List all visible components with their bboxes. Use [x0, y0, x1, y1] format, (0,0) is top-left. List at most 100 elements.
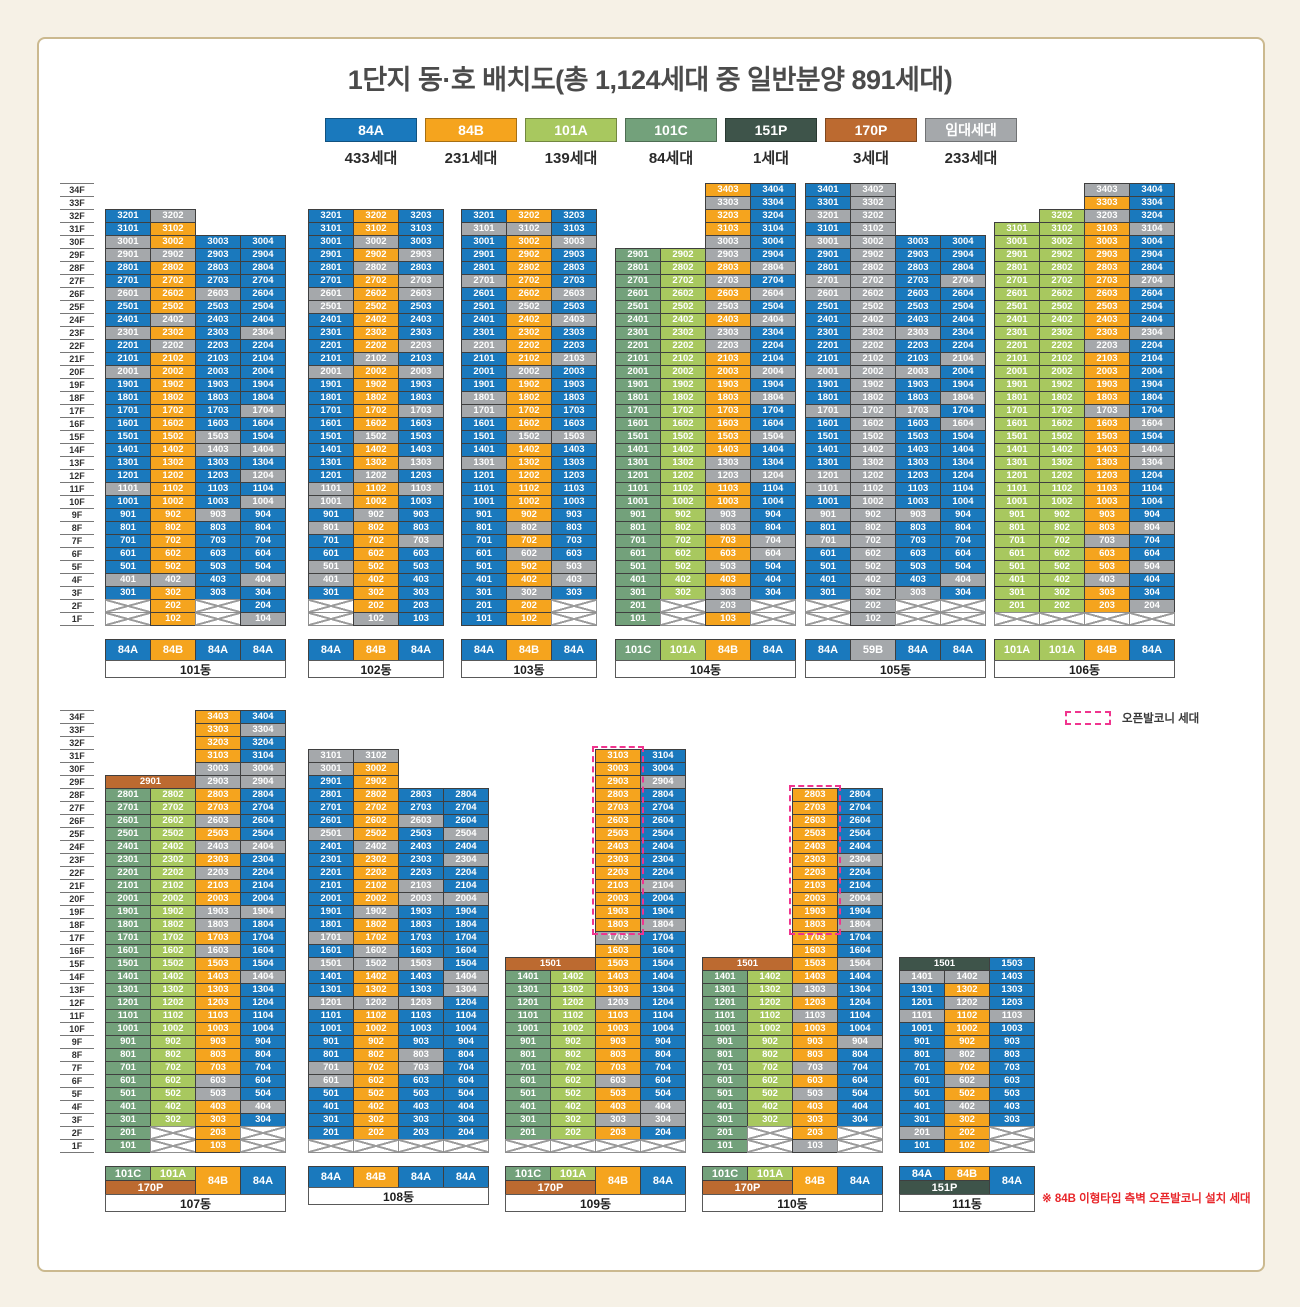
unit-cell: 1802	[506, 391, 552, 405]
unit-cell: 702	[353, 1061, 399, 1075]
unit-cell: 1502	[506, 430, 552, 444]
unit-cell: 1404	[640, 970, 686, 984]
unit-cell: 1501	[994, 430, 1040, 444]
unit-cell: 404	[443, 1100, 489, 1114]
unit-cell: 401	[702, 1100, 748, 1114]
unit-cell: 1901	[308, 378, 354, 392]
type-label-84A: 84A	[195, 639, 241, 661]
unit-cell: 3204	[1129, 209, 1175, 223]
unit-cell: 1501	[461, 430, 507, 444]
building-name: 103동	[461, 660, 597, 678]
unit-cell: 1304	[240, 983, 286, 997]
unit-cell: 1402	[1039, 443, 1085, 457]
unit-cell: 901	[899, 1035, 945, 1049]
unit-cell: 2602	[150, 814, 196, 828]
unit-cell: 2602	[150, 287, 196, 301]
unit-cell: 2504	[240, 827, 286, 841]
unit-cell: 902	[353, 508, 399, 522]
crossed-unit-cell	[640, 1139, 686, 1153]
unit-cell: 1901	[105, 905, 151, 919]
unit-cell: 301	[994, 586, 1040, 600]
unit-cell: 1402	[506, 443, 552, 457]
unit-cell: 1402	[353, 443, 399, 457]
unit-cell: 1904	[1129, 378, 1175, 392]
unit-cell: 1001	[461, 495, 507, 509]
unit-cell: 501	[994, 560, 1040, 574]
unit-cell: 1102	[150, 482, 196, 496]
unit-cell: 3303	[1084, 196, 1130, 210]
unit-cell: 3201	[105, 209, 151, 223]
unit-cell: 1503	[989, 957, 1035, 971]
unit-cell: 2504	[443, 827, 489, 841]
unit-cell: 2103	[195, 352, 241, 366]
unit-cell: 3002	[150, 235, 196, 249]
unit-cell: 2804	[640, 788, 686, 802]
unit-cell: 902	[550, 1035, 596, 1049]
unit-cell: 2703	[195, 274, 241, 288]
floor-label: 7F	[60, 535, 94, 548]
legend-count: 3세대	[853, 150, 889, 167]
unit-cell: 1603	[195, 944, 241, 958]
unit-cell: 903	[705, 508, 751, 522]
unit-cell: 703	[1084, 534, 1130, 548]
unit-cell: 204	[640, 1126, 686, 1140]
unit-cell: 2401	[308, 313, 354, 327]
unit-cell: 1504	[1129, 430, 1175, 444]
unit-cell: 2203	[398, 339, 444, 353]
legend-count: 1세대	[753, 150, 789, 167]
unit-cell: 1804	[240, 918, 286, 932]
legend-count: 433세대	[344, 150, 398, 167]
unit-cell: 1301	[308, 983, 354, 997]
unit-cell: 804	[750, 521, 796, 535]
unit-cell: 904	[940, 508, 986, 522]
unit-cell: 904	[1129, 508, 1175, 522]
unit-cell: 603	[705, 547, 751, 561]
unit-cell: 1403	[895, 443, 941, 457]
unit-cell: 3203	[551, 209, 597, 223]
unit-cell: 1301	[505, 983, 551, 997]
unit-cell: 2601	[615, 287, 661, 301]
unit-cell: 1902	[353, 905, 399, 919]
unit-cell: 601	[308, 547, 354, 561]
unit-cell-span: 1501	[899, 957, 990, 971]
unit-cell: 3102	[506, 222, 552, 236]
unit-cell: 901	[461, 508, 507, 522]
unit-cell: 2201	[615, 339, 661, 353]
unit-cell: 1502	[850, 430, 896, 444]
unit-cell: 2601	[105, 287, 151, 301]
unit-cell: 3102	[850, 222, 896, 236]
unit-cell: 1402	[150, 970, 196, 984]
unit-cell: 2604	[940, 287, 986, 301]
unit-cell: 3203	[705, 209, 751, 223]
floor-label: 23F	[60, 327, 94, 340]
unit-cell: 1902	[353, 378, 399, 392]
unit-cell: 1802	[1039, 391, 1085, 405]
unit-cell: 2204	[640, 866, 686, 880]
unit-cell: 1103	[551, 482, 597, 496]
unit-cell: 802	[150, 521, 196, 535]
unit-cell: 301	[615, 586, 661, 600]
unit-cell: 2603	[398, 814, 444, 828]
unit-cell: 3002	[506, 235, 552, 249]
unit-cell: 2502	[353, 300, 399, 314]
unit-cell: 1502	[1039, 430, 1085, 444]
unit-cell: 2601	[308, 287, 354, 301]
unit-cell: 1803	[1084, 391, 1130, 405]
unit-cell: 602	[550, 1074, 596, 1088]
floor-label: 29F	[60, 249, 94, 262]
unit-cell: 3204	[750, 209, 796, 223]
unit-cell: 604	[940, 547, 986, 561]
unit-cell: 1502	[150, 430, 196, 444]
unit-cell: 701	[308, 1061, 354, 1075]
unit-cell: 2204	[443, 866, 489, 880]
unit-cell: 1203	[195, 996, 241, 1010]
type-label-84A: 84A	[989, 1166, 1035, 1195]
unit-cell: 2204	[1129, 339, 1175, 353]
unit-cell: 1301	[105, 983, 151, 997]
unit-cell: 801	[308, 1048, 354, 1062]
floor-label: 30F	[60, 763, 94, 776]
unit-cell: 1303	[398, 983, 444, 997]
unit-cell: 2604	[640, 814, 686, 828]
unit-cell: 2104	[640, 879, 686, 893]
unit-cell: 2101	[105, 879, 151, 893]
